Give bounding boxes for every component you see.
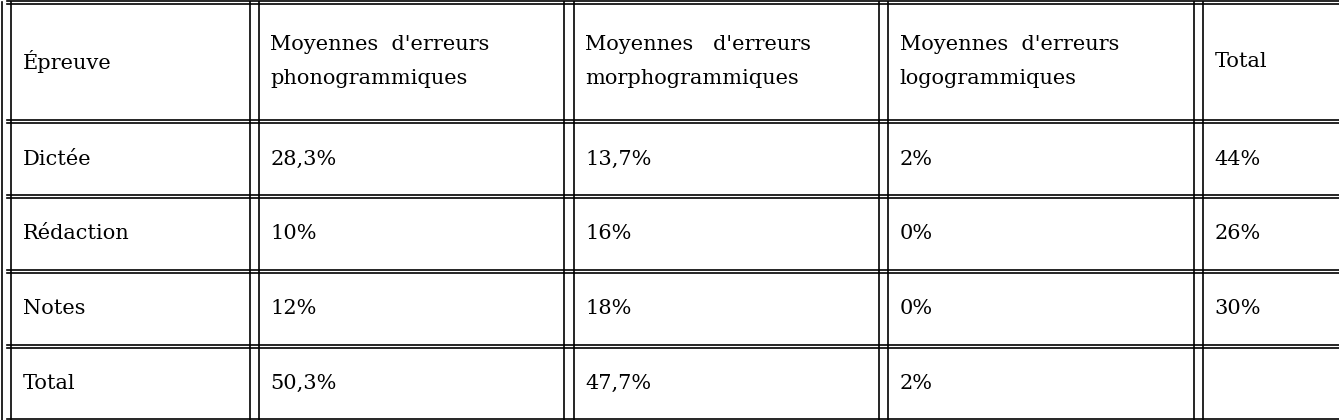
Text: 16%: 16%: [585, 224, 632, 244]
Text: 26%: 26%: [1214, 224, 1261, 244]
Text: 28,3%: 28,3%: [270, 150, 336, 169]
Text: 2%: 2%: [900, 374, 933, 393]
Text: 30%: 30%: [1214, 299, 1261, 318]
Text: 44%: 44%: [1214, 150, 1261, 169]
Text: Notes: Notes: [23, 299, 86, 318]
Text: 10%: 10%: [270, 224, 317, 244]
Text: Moyennes  d'erreurs
logogrammiques: Moyennes d'erreurs logogrammiques: [900, 35, 1119, 89]
Text: Épreuve: Épreuve: [23, 50, 111, 74]
Text: 50,3%: 50,3%: [270, 374, 337, 393]
Text: 18%: 18%: [585, 299, 632, 318]
Text: 47,7%: 47,7%: [585, 374, 651, 393]
Text: Total: Total: [1214, 52, 1267, 71]
Text: Moyennes  d'erreurs
phonogrammiques: Moyennes d'erreurs phonogrammiques: [270, 35, 490, 89]
Text: Total: Total: [23, 374, 75, 393]
Text: 13,7%: 13,7%: [585, 150, 652, 169]
Text: Moyennes   d'erreurs
morphogrammiques: Moyennes d'erreurs morphogrammiques: [585, 35, 811, 89]
Text: Rédaction: Rédaction: [23, 224, 130, 244]
Text: 12%: 12%: [270, 299, 317, 318]
Text: 0%: 0%: [900, 299, 933, 318]
Text: 2%: 2%: [900, 150, 933, 169]
Text: Dictée: Dictée: [23, 150, 91, 169]
Text: 0%: 0%: [900, 224, 933, 244]
